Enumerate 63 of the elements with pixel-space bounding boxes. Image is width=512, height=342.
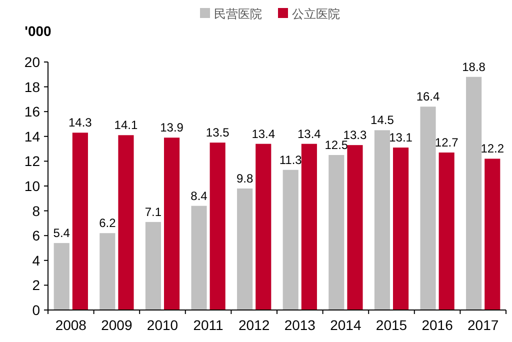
bar <box>164 138 180 310</box>
bar <box>466 76 482 310</box>
bar <box>256 144 272 310</box>
y-tick-label: 14 <box>24 128 40 144</box>
x-tick-label: 2008 <box>55 317 87 333</box>
data-label: 18.8 <box>462 60 486 74</box>
x-tick-label: 2016 <box>422 317 454 333</box>
bar <box>237 188 253 310</box>
x-tick-label: 2010 <box>146 317 178 333</box>
bar <box>282 170 298 310</box>
x-tick-label: 2014 <box>330 317 362 333</box>
legend-label: 公立医院 <box>292 7 340 21</box>
data-label: 14.3 <box>68 116 92 130</box>
y-tick-label: 6 <box>32 228 40 244</box>
y-tick-label: 0 <box>32 302 40 318</box>
data-label: 14.5 <box>370 113 394 128</box>
bar <box>72 132 88 310</box>
y-tick-label: 12 <box>24 153 40 170</box>
bar <box>347 145 363 310</box>
bar <box>393 148 409 310</box>
bar <box>484 158 500 310</box>
data-label: 13.4 <box>252 126 276 141</box>
y-tick-label: 16 <box>24 104 40 120</box>
bar <box>118 135 134 310</box>
data-label: 13.9 <box>160 120 184 135</box>
x-tick-label: 2011 <box>193 317 224 333</box>
data-label: 13.1 <box>389 130 413 145</box>
bar <box>438 152 454 310</box>
data-label: 11.3 <box>279 152 302 167</box>
y-tick-label: 4 <box>32 252 40 268</box>
bar <box>54 243 70 310</box>
x-tick-label: 2017 <box>468 317 499 333</box>
data-label: 5.4 <box>53 226 70 240</box>
y-axis-title: '000 <box>24 23 52 39</box>
x-tick-label: 2015 <box>376 317 408 333</box>
data-label: 16.4 <box>416 90 440 104</box>
data-label: 7.1 <box>144 204 162 219</box>
data-label: 12.5 <box>324 138 348 152</box>
x-tick-label: 2012 <box>238 317 270 333</box>
data-label: 9.8 <box>236 171 254 186</box>
bar <box>301 144 317 310</box>
bar <box>145 222 161 310</box>
data-label: 14.1 <box>114 118 138 132</box>
legend-label: 民营医院 <box>214 7 262 21</box>
x-tick-label: 2013 <box>284 317 316 333</box>
data-label: 13.4 <box>298 126 322 141</box>
x-tick-label: 2009 <box>101 317 132 333</box>
bar <box>100 233 116 310</box>
bar <box>210 142 226 310</box>
y-tick-label: 18 <box>24 78 40 95</box>
bar <box>191 206 207 310</box>
y-tick-label: 2 <box>32 277 40 294</box>
y-tick-label: 8 <box>32 202 40 219</box>
data-label: 12.2 <box>480 142 504 156</box>
data-label: 8.4 <box>190 188 208 203</box>
bar <box>374 130 390 310</box>
y-tick-label: 20 <box>24 54 40 70</box>
data-label: 13.5 <box>206 126 230 140</box>
y-tick-label: 10 <box>24 178 40 194</box>
data-label: 12.7 <box>434 136 459 150</box>
bar <box>420 106 436 310</box>
bar <box>328 155 344 310</box>
data-label: 6.2 <box>99 216 116 230</box>
